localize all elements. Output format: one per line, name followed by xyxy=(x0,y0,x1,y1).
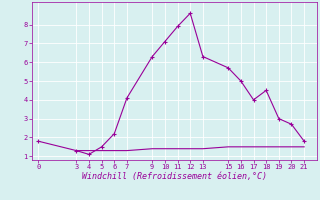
X-axis label: Windchill (Refroidissement éolien,°C): Windchill (Refroidissement éolien,°C) xyxy=(82,172,267,181)
